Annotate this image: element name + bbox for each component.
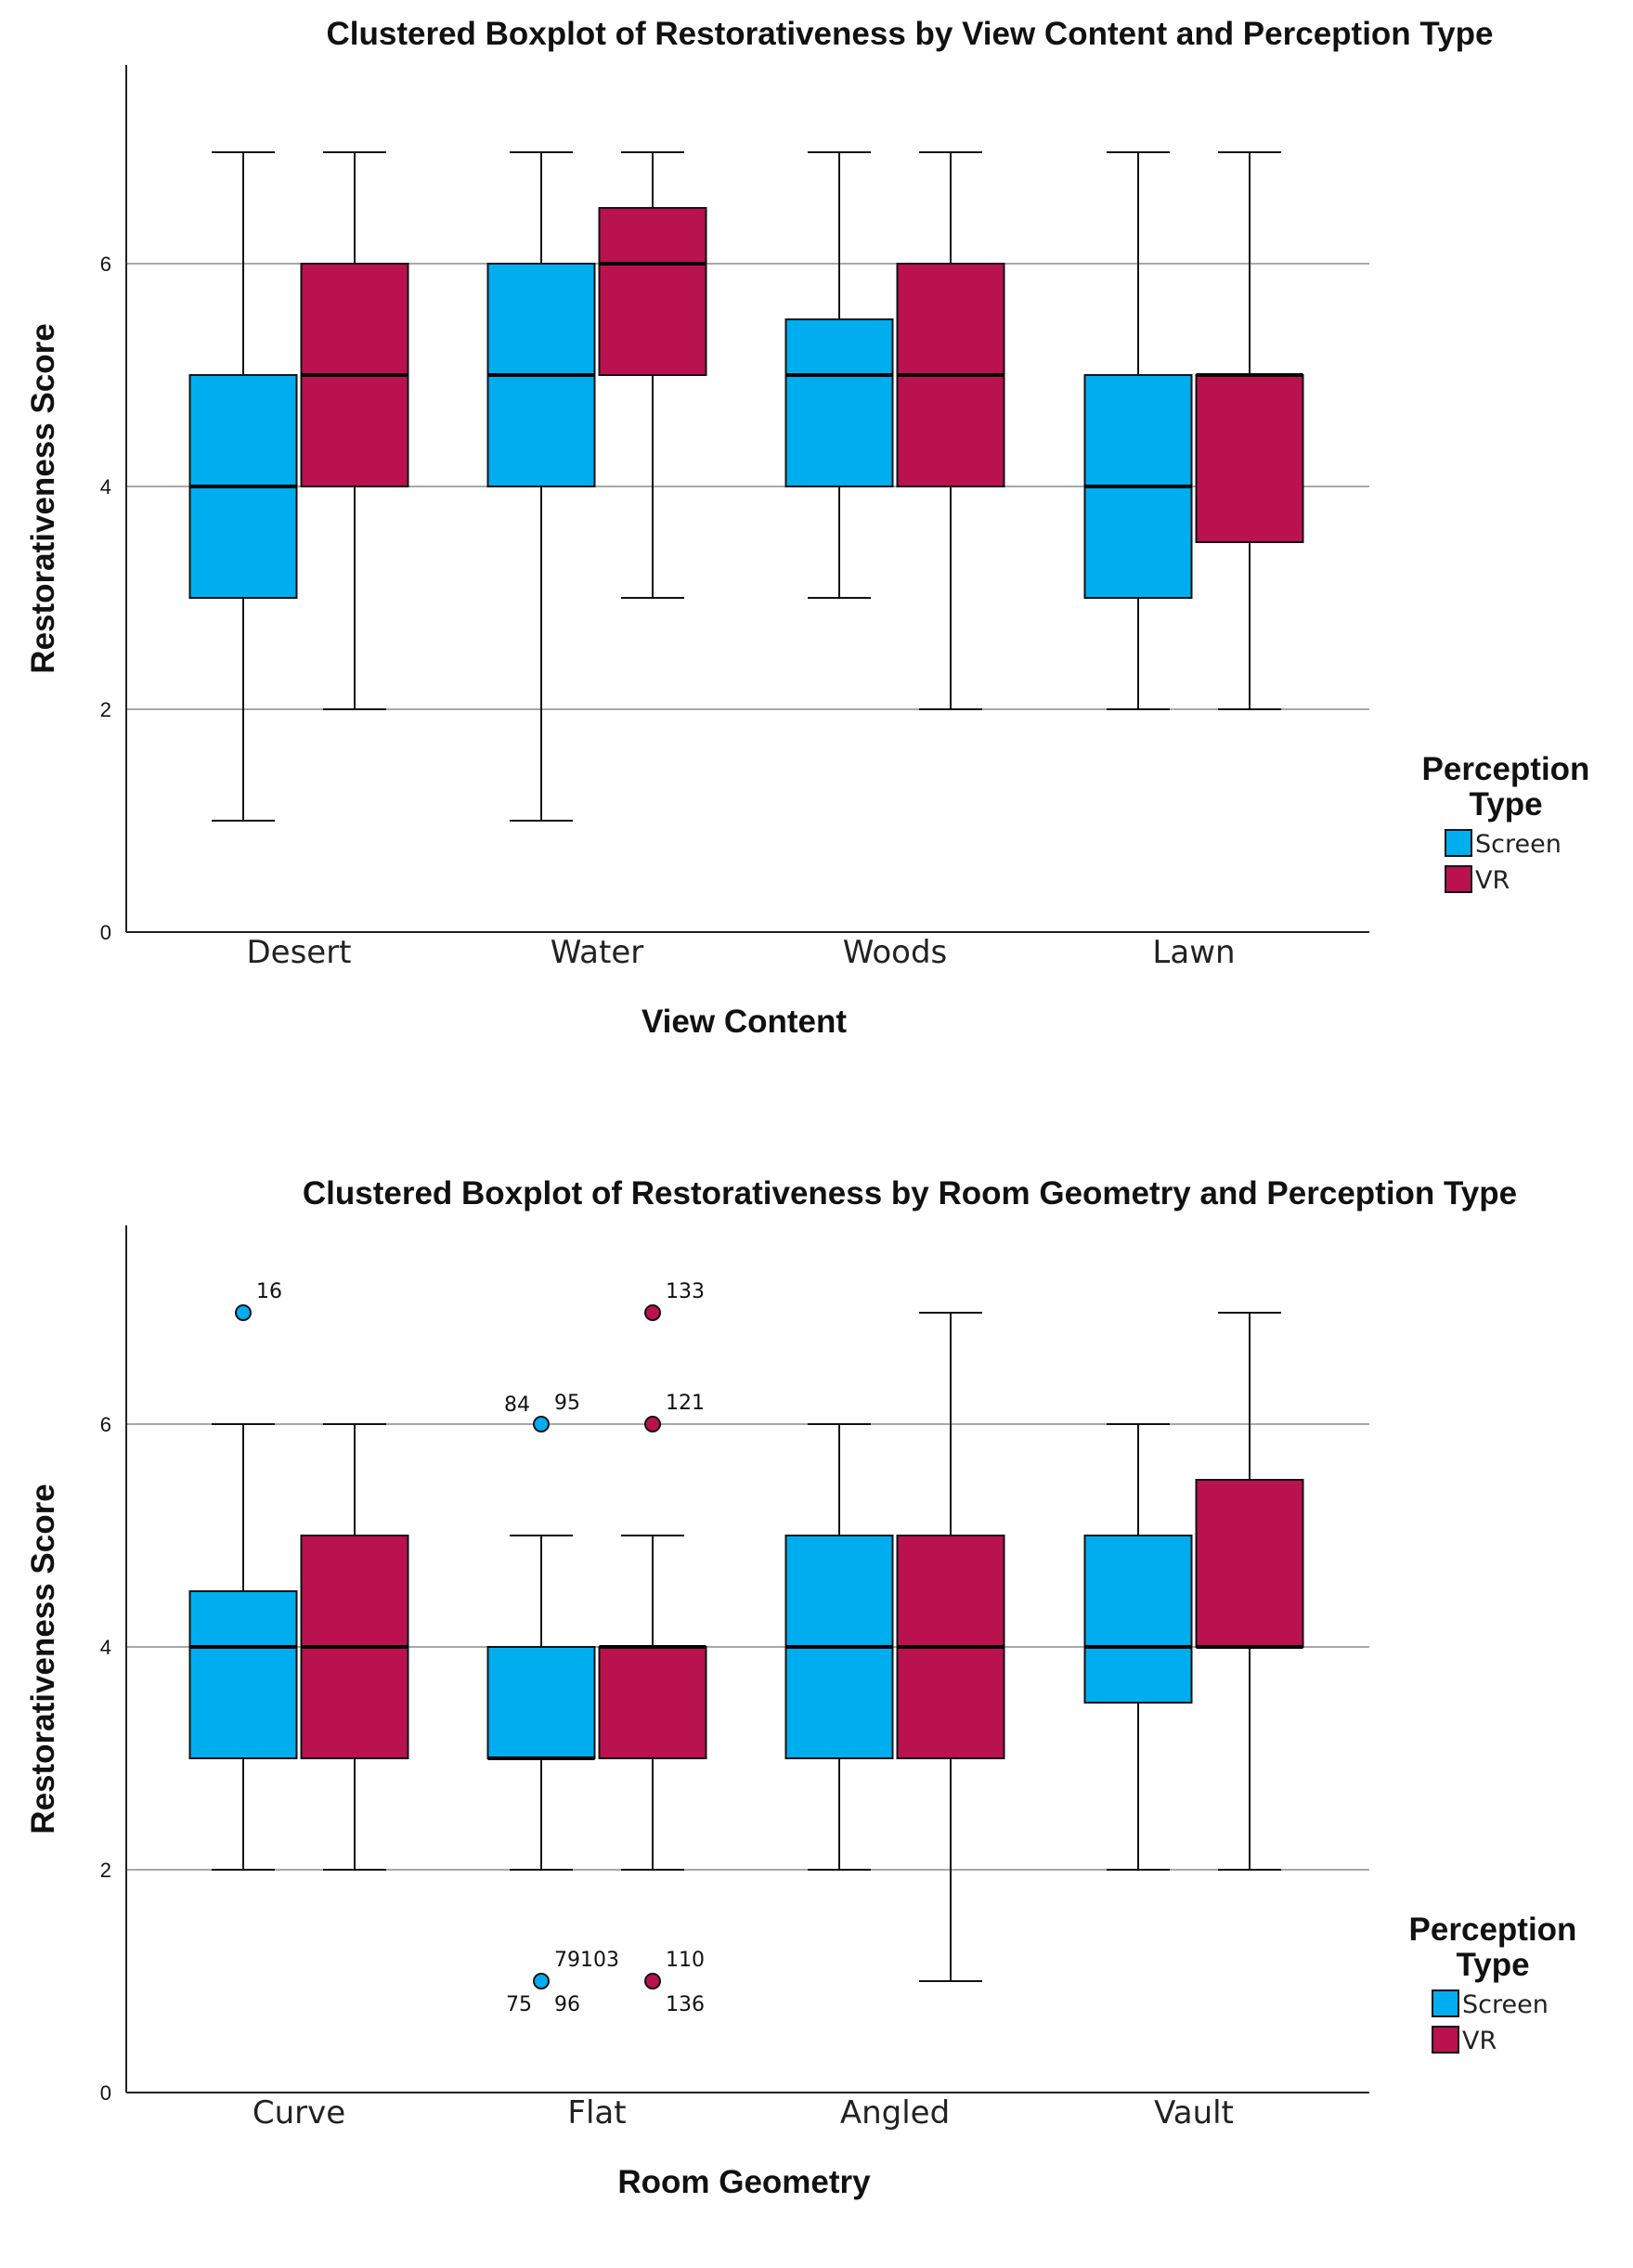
y-tick-label: 2 bbox=[100, 1859, 111, 1882]
legend-label-vr: VR bbox=[1475, 866, 1510, 895]
legend-swatch-vr bbox=[1445, 865, 1472, 893]
legend-label-screen: Screen bbox=[1475, 830, 1562, 859]
outlier-label: 16 bbox=[256, 1280, 282, 1303]
legend-title-line2: Type bbox=[1469, 786, 1542, 823]
x-category-label: Lawn bbox=[1152, 934, 1235, 971]
y-tick-label: 4 bbox=[100, 475, 111, 499]
iqr-box bbox=[598, 1646, 707, 1759]
x-category-label: Curve bbox=[253, 2094, 345, 2132]
box-screen-vault bbox=[1083, 1423, 1193, 1871]
iqr-box bbox=[784, 318, 894, 487]
x-category-label: Flat bbox=[567, 2094, 626, 2132]
box-screen-angled bbox=[784, 1423, 894, 1871]
outlier-label: 96 bbox=[554, 1993, 580, 2016]
x-axis-title: View Content bbox=[642, 1004, 847, 1040]
x-category-label: Angled bbox=[840, 2094, 950, 2132]
box-screen-flat: 84 95 79103 75 96 bbox=[486, 1392, 619, 2016]
boxplot-room-geometry: Clustered Boxplot of Restorativeness by … bbox=[0, 1160, 1633, 2268]
chart-title: Clustered Boxplot of Restorativeness by … bbox=[326, 16, 1493, 52]
outlier-label: 133 bbox=[666, 1280, 705, 1303]
boxplot-view-content: Clustered Boxplot of Restorativeness by … bbox=[0, 0, 1633, 1114]
x-axis-title: Room Geometry bbox=[617, 2164, 871, 2200]
legend-label-vr: VR bbox=[1462, 2027, 1497, 2055]
iqr-box bbox=[598, 207, 707, 376]
box-vr-vault bbox=[1195, 1312, 1304, 1871]
y-tick-label: 4 bbox=[100, 1636, 111, 1659]
x-category-label: Woods bbox=[843, 934, 948, 971]
legend-label-screen: Screen bbox=[1462, 1990, 1549, 2019]
box-vr-flat: 133 121 110 136 bbox=[598, 1280, 707, 2016]
outlier-label: 95 bbox=[554, 1392, 580, 1415]
y-tick-label: 6 bbox=[100, 1413, 111, 1436]
x-category-label: Desert bbox=[246, 934, 351, 971]
iqr-box bbox=[1195, 374, 1304, 543]
box-vr-woods bbox=[896, 151, 1005, 710]
legend-title-line1: Perception bbox=[1409, 1912, 1577, 1948]
iqr-box bbox=[1083, 1535, 1193, 1704]
outlier-label: 75 bbox=[506, 1993, 532, 2016]
y-tick-label: 2 bbox=[100, 698, 111, 721]
box-screen-water bbox=[486, 151, 596, 822]
box-vr-curve bbox=[300, 1423, 409, 1871]
outlier-label: 110 bbox=[666, 1949, 705, 1972]
legend-title-line1: Perception bbox=[1422, 751, 1590, 787]
legend-swatch-screen bbox=[1445, 829, 1472, 857]
outlier-point bbox=[644, 1973, 661, 1989]
legend-title-line2: Type bbox=[1456, 1947, 1529, 1983]
legend-swatch-screen bbox=[1432, 1989, 1459, 2017]
box-vr-water bbox=[598, 151, 707, 599]
iqr-box bbox=[486, 1646, 596, 1759]
box-screen-desert bbox=[188, 151, 298, 822]
outlier-label: 121 bbox=[666, 1392, 705, 1415]
box-screen-lawn bbox=[1083, 151, 1193, 710]
outlier-point bbox=[533, 1416, 550, 1432]
outlier-point bbox=[235, 1304, 252, 1321]
chart-svg-room-geometry: Clustered Boxplot of Restorativeness by … bbox=[25, 1175, 1577, 2200]
outlier-point bbox=[644, 1304, 661, 1321]
y-axis-title: Restorativeness Score bbox=[25, 323, 61, 673]
box-vr-angled bbox=[896, 1312, 1005, 1982]
box-vr-desert bbox=[300, 151, 409, 710]
chart-svg-view-content: Clustered Boxplot of Restorativeness by … bbox=[25, 16, 1590, 1040]
outlier-point bbox=[644, 1416, 661, 1432]
box-vr-lawn bbox=[1195, 151, 1304, 710]
outlier-label: 136 bbox=[666, 1993, 705, 2016]
x-category-label: Vault bbox=[1154, 2094, 1234, 2132]
legend-swatch-vr bbox=[1432, 2026, 1459, 2054]
outlier-point bbox=[533, 1973, 550, 1989]
iqr-box bbox=[1195, 1479, 1304, 1648]
y-axis-title: Restorativeness Score bbox=[25, 1484, 61, 1834]
y-tick-label: 0 bbox=[100, 921, 111, 944]
iqr-box bbox=[188, 1590, 298, 1759]
chart-title: Clustered Boxplot of Restorativeness by … bbox=[303, 1175, 1517, 1212]
y-tick-label: 6 bbox=[100, 253, 111, 276]
box-screen-curve: 16 bbox=[188, 1280, 298, 1871]
outlier-label: 79103 bbox=[554, 1949, 619, 1972]
outlier-label: 84 bbox=[504, 1393, 530, 1417]
x-category-label: Water bbox=[551, 934, 644, 971]
y-tick-label: 0 bbox=[100, 2081, 111, 2105]
box-screen-woods bbox=[784, 151, 894, 599]
